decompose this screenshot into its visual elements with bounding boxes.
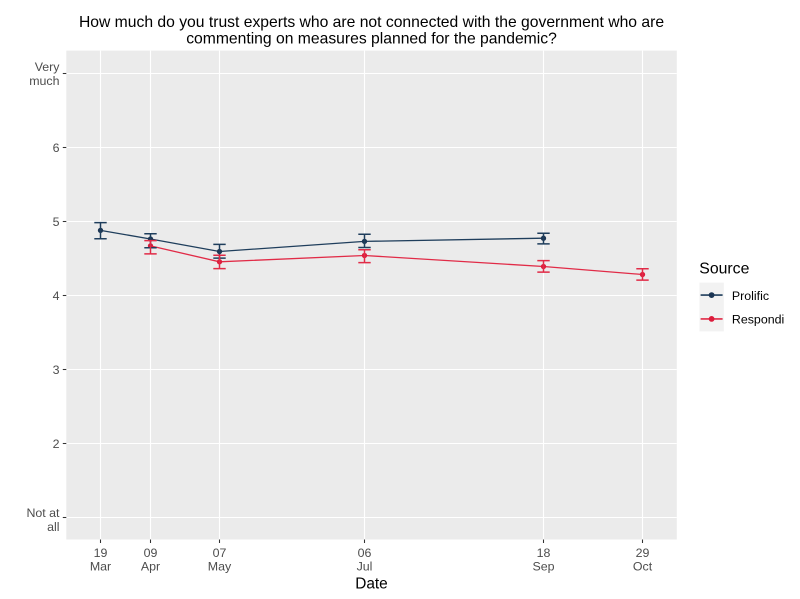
svg-text:all: all bbox=[47, 520, 59, 534]
svg-text:6: 6 bbox=[53, 141, 60, 155]
svg-text:Source: Source bbox=[699, 260, 749, 277]
svg-text:4: 4 bbox=[53, 289, 60, 303]
svg-text:Respondi: Respondi bbox=[732, 313, 784, 327]
svg-text:29: 29 bbox=[636, 546, 650, 560]
svg-text:07: 07 bbox=[213, 546, 227, 560]
svg-text:Not at: Not at bbox=[26, 506, 60, 520]
svg-text:Jul: Jul bbox=[357, 559, 373, 573]
svg-text:Date: Date bbox=[355, 575, 388, 592]
svg-text:Mar: Mar bbox=[90, 559, 111, 573]
svg-text:May: May bbox=[208, 559, 232, 573]
svg-text:commenting on measures planned: commenting on measures planned for the p… bbox=[186, 30, 557, 47]
svg-text:2: 2 bbox=[53, 437, 60, 451]
svg-text:Prolific: Prolific bbox=[732, 289, 769, 303]
svg-text:18: 18 bbox=[537, 546, 551, 560]
svg-text:5: 5 bbox=[53, 215, 60, 229]
svg-text:19: 19 bbox=[94, 546, 108, 560]
svg-text:06: 06 bbox=[358, 546, 372, 560]
svg-text:09: 09 bbox=[144, 546, 158, 560]
svg-text:Oct: Oct bbox=[633, 559, 653, 573]
svg-text:Very: Very bbox=[35, 60, 61, 74]
svg-text:3: 3 bbox=[53, 363, 60, 377]
svg-text:Sep: Sep bbox=[532, 559, 554, 573]
svg-text:much: much bbox=[29, 74, 59, 88]
svg-text:How much do you trust experts: How much do you trust experts who are no… bbox=[79, 14, 664, 31]
svg-text:Apr: Apr bbox=[141, 559, 160, 573]
